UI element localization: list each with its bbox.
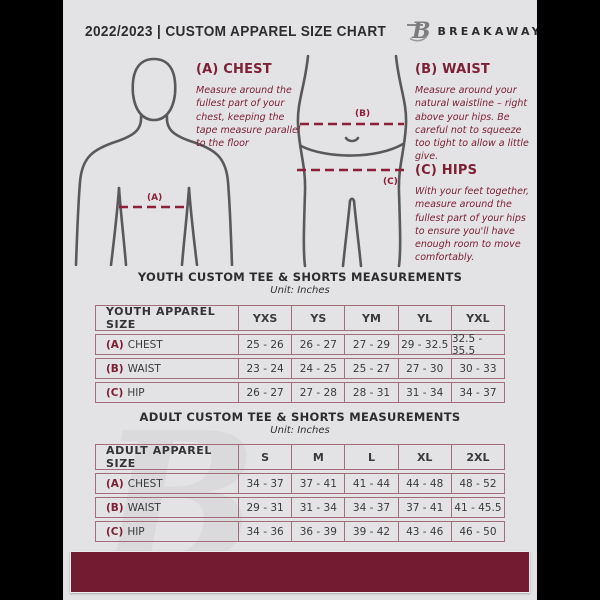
- value-cell: 31 - 34: [397, 383, 451, 402]
- value-cell: 44 - 48: [397, 474, 451, 493]
- row-label: (B) WAIST: [96, 359, 238, 378]
- row-label: (B) WAIST: [96, 498, 238, 517]
- value-cell: 25 - 27: [344, 359, 397, 378]
- youth-size-yxs: YXS: [238, 306, 291, 330]
- hips-guide-heading: (C) HIPS: [415, 163, 478, 178]
- youth-table-unit: Unit: Inches: [270, 285, 330, 296]
- adult-table-header-row: ADULT APPAREL SIZE S M L XL 2XL: [95, 444, 505, 470]
- row-prefix: (C): [106, 386, 124, 399]
- value-cell: 34 - 37: [344, 498, 397, 517]
- value-cell: 29 - 31: [238, 498, 291, 517]
- waist-guide: (B) WAIST Measure around your natural wa…: [415, 62, 529, 164]
- header: 2022/2023 | CUSTOM APPAREL SIZE CHART B …: [85, 18, 537, 45]
- row-label: (C) HIP: [96, 383, 238, 402]
- value-cell: 41 - 44: [344, 474, 397, 493]
- adult-row-hip: (C) HIP 34 - 36 36 - 39 39 - 42 43 - 46 …: [95, 521, 505, 542]
- row-label-text: HIP: [127, 386, 145, 399]
- value-cell: 41 - 45.5: [450, 498, 504, 517]
- value-cell: 43 - 46: [397, 522, 451, 541]
- waist-guide-heading: (B) WAIST: [415, 62, 491, 77]
- waist-guide-body: Measure around your natural waistline – …: [415, 85, 529, 163]
- value-cell: 26 - 27: [238, 383, 291, 402]
- value-cell: 24 - 25: [291, 359, 344, 378]
- hips-guide: (C) HIPS With your feet together, measur…: [415, 163, 529, 265]
- chest-guide: (A) CHEST Measure around the fullest par…: [196, 62, 302, 150]
- brand-lockup: B BREAKAWAY: [406, 18, 538, 45]
- youth-table-title: YOUTH CUSTOM TEE & SHORTS MEASUREMENTS: [137, 270, 463, 284]
- page-title: 2022/2023 | CUSTOM APPAREL SIZE CHART: [85, 23, 387, 40]
- row-label: (A) CHEST: [96, 474, 238, 493]
- row-label: (C) HIP: [96, 522, 238, 541]
- value-cell: 34 - 36: [238, 522, 291, 541]
- row-label-text: WAIST: [127, 362, 161, 375]
- value-cell: 32.5 - 35.5: [450, 333, 504, 357]
- size-chart-document: 2022/2023 | CUSTOM APPAREL SIZE CHART B …: [63, 0, 537, 600]
- waist-hips-figure-illustration: (B) (C): [291, 54, 413, 268]
- row-label-text: WAIST: [127, 501, 161, 514]
- row-label-text: CHEST: [127, 338, 163, 351]
- adult-row-chest: (A) CHEST 34 - 37 37 - 41 41 - 44 44 - 4…: [95, 473, 505, 494]
- footer-accent-bar: [70, 551, 530, 593]
- row-prefix: (A): [106, 338, 124, 351]
- value-cell: 34 - 37: [238, 474, 291, 493]
- value-cell: 46 - 50: [450, 522, 504, 541]
- row-prefix: (B): [106, 362, 124, 375]
- breakaway-b-logo-icon: B: [406, 18, 432, 45]
- value-cell: 28 - 31: [344, 383, 397, 402]
- row-label: (A) CHEST: [96, 335, 238, 354]
- value-cell: 27 - 30: [397, 359, 451, 378]
- value-cell: 48 - 52: [450, 474, 504, 493]
- value-cell: 25 - 26: [238, 335, 291, 354]
- youth-row-chest: (A) CHEST 25 - 26 26 - 27 27 - 29 29 - 3…: [95, 333, 505, 357]
- adult-size-l: L: [344, 445, 397, 469]
- hips-guide-body: With your feet together, measure around …: [415, 186, 530, 264]
- chest-guide-heading: (A) CHEST: [196, 62, 272, 77]
- adult-size-2xl: 2XL: [450, 445, 504, 469]
- youth-size-yxl: YXL: [450, 306, 504, 330]
- youth-size-yl: YL: [397, 306, 451, 330]
- hips-line-label: (C): [383, 177, 398, 187]
- row-prefix: (C): [106, 525, 124, 538]
- value-cell: 36 - 39: [291, 522, 344, 541]
- value-cell: 37 - 41: [291, 474, 344, 493]
- value-cell: 30 - 33: [450, 359, 504, 378]
- youth-table-header-row: YOUTH APPAREL SIZE YXS YS YM YL YXL: [95, 305, 505, 331]
- value-cell: 37 - 41: [397, 498, 451, 517]
- chest-line-label: (A): [147, 193, 162, 203]
- youth-row-hip: (C) HIP 26 - 27 27 - 28 28 - 31 31 - 34 …: [95, 382, 505, 403]
- value-cell: 27 - 29: [344, 335, 397, 354]
- value-cell: 39 - 42: [344, 522, 397, 541]
- adult-size-xl: XL: [397, 445, 451, 469]
- value-cell: 23 - 24: [238, 359, 291, 378]
- value-cell: 27 - 28: [291, 383, 344, 402]
- youth-size-table: YOUTH APPAREL SIZE YXS YS YM YL YXL (A) …: [95, 305, 505, 406]
- adult-table-unit: Unit: Inches: [270, 425, 330, 436]
- row-label-text: CHEST: [127, 477, 163, 490]
- row-prefix: (A): [106, 477, 124, 490]
- adult-size-m: M: [291, 445, 344, 469]
- adult-size-s: S: [238, 445, 291, 469]
- youth-row-waist: (B) WAIST 23 - 24 24 - 25 25 - 27 27 - 3…: [95, 358, 505, 379]
- chest-guide-body: Measure around the fullest part of your …: [196, 85, 301, 150]
- waist-line-label: (B): [355, 109, 370, 119]
- row-label-text: HIP: [127, 525, 145, 538]
- value-cell: 34 - 37: [450, 383, 504, 402]
- chest-figure-illustration: (A): [73, 54, 235, 266]
- svg-text:B: B: [411, 18, 431, 42]
- value-cell: 26 - 27: [291, 335, 344, 354]
- adult-size-table: ADULT APPAREL SIZE S M L XL 2XL (A) CHES…: [95, 444, 505, 545]
- adult-size-header-cell: ADULT APPAREL SIZE: [106, 444, 213, 470]
- youth-size-ym: YM: [344, 306, 397, 330]
- adult-table-title: ADULT CUSTOM TEE & SHORTS MEASUREMENTS: [139, 410, 461, 424]
- value-cell: 31 - 34: [291, 498, 344, 517]
- youth-size-ys: YS: [291, 306, 344, 330]
- row-prefix: (B): [106, 501, 124, 514]
- value-cell: 29 - 32.5: [397, 335, 451, 354]
- brand-name: BREAKAWAY: [437, 25, 538, 38]
- adult-row-waist: (B) WAIST 29 - 31 31 - 34 34 - 37 37 - 4…: [95, 497, 505, 518]
- youth-size-header-cell: YOUTH APPAREL SIZE: [106, 305, 216, 331]
